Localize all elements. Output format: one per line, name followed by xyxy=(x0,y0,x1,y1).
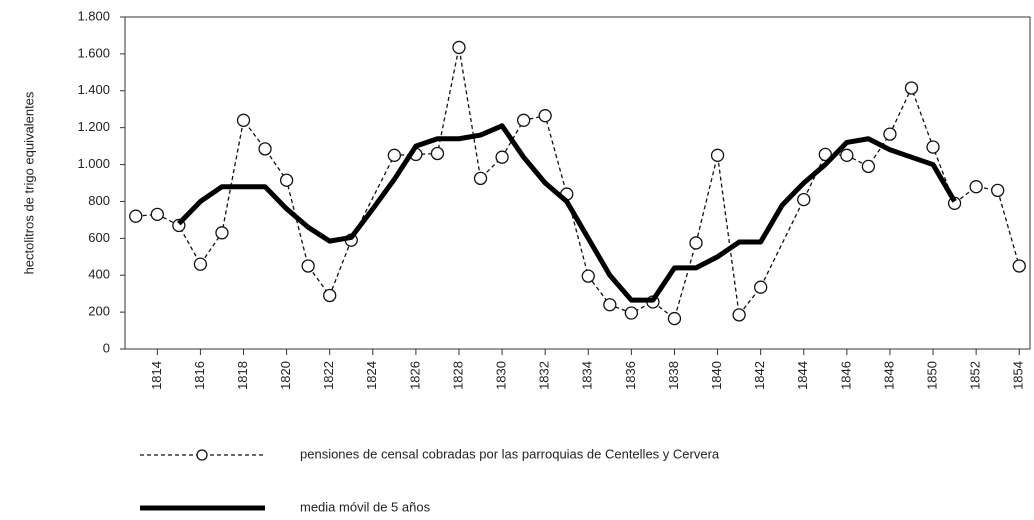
data-point xyxy=(473,171,488,186)
data-point xyxy=(840,148,854,162)
x-tick-label: 1832 xyxy=(537,361,552,390)
data-point xyxy=(581,269,595,283)
data-point xyxy=(603,298,617,312)
x-tick-label: 1850 xyxy=(924,361,939,390)
series-line xyxy=(177,123,957,303)
data-point xyxy=(129,209,143,223)
legend-marker xyxy=(196,449,208,461)
data-point xyxy=(732,308,746,322)
data-point xyxy=(754,280,768,294)
data-point xyxy=(969,180,983,194)
x-tick-label: 1816 xyxy=(192,361,207,390)
x-tick-label: 1818 xyxy=(235,361,250,390)
data-point xyxy=(904,81,919,95)
x-tick-label: 1844 xyxy=(795,361,810,390)
x-tick-label: 1824 xyxy=(364,361,379,390)
data-point xyxy=(516,113,531,127)
x-tick-label: 1814 xyxy=(149,361,164,390)
data-point xyxy=(797,192,811,207)
x-tick-label: 1830 xyxy=(494,361,509,390)
data-point xyxy=(991,183,1005,198)
x-tick-label: 1822 xyxy=(321,361,336,390)
data-point xyxy=(150,207,164,222)
x-tick-label: 1836 xyxy=(623,361,638,390)
series-line xyxy=(135,46,1020,320)
data-point xyxy=(667,311,682,326)
x-tick-label: 1834 xyxy=(580,361,595,390)
y-tick-label: 800 xyxy=(88,193,110,208)
x-tick-label: 1854 xyxy=(1011,361,1026,390)
x-tick-label: 1852 xyxy=(968,361,983,390)
data-point xyxy=(301,259,315,273)
x-tick-label: 1838 xyxy=(666,361,681,390)
data-point xyxy=(430,146,445,161)
data-point xyxy=(387,148,401,162)
data-point xyxy=(883,127,897,141)
x-tick-label: 1848 xyxy=(881,361,896,390)
y-tick-label: 1.400 xyxy=(77,82,110,97)
data-point xyxy=(323,288,337,303)
legend-label: media móvil de 5 años xyxy=(300,499,431,514)
y-tick-label: 600 xyxy=(88,230,110,245)
legend-label: pensiones de censal cobradas por las par… xyxy=(300,446,720,461)
data-point xyxy=(279,173,294,187)
data-point xyxy=(689,236,703,250)
plot-frame xyxy=(124,16,1031,350)
data-point xyxy=(710,148,725,162)
y-tick-label: 1.800 xyxy=(77,8,110,23)
y-tick-label: 1.600 xyxy=(77,45,110,60)
y-axis-label: hectolitros de trigo equivalentes xyxy=(21,91,36,274)
data-point xyxy=(236,113,251,127)
x-tick-label: 1842 xyxy=(752,361,767,390)
data-point xyxy=(1012,259,1026,273)
data-point xyxy=(495,150,509,164)
x-tick-label: 1840 xyxy=(709,361,724,390)
y-tick-label: 1.000 xyxy=(77,156,110,171)
data-point xyxy=(926,140,940,154)
data-point xyxy=(452,40,466,55)
data-point xyxy=(193,257,208,271)
data-point xyxy=(258,142,272,156)
data-point xyxy=(861,159,876,174)
x-tick-label: 1828 xyxy=(450,361,465,390)
data-point xyxy=(215,226,229,240)
x-tick-label: 1846 xyxy=(838,361,853,390)
data-point xyxy=(818,147,832,162)
y-tick-label: 400 xyxy=(88,267,110,282)
y-tick-label: 200 xyxy=(88,304,110,319)
data-point xyxy=(624,306,639,320)
data-point xyxy=(538,109,552,123)
y-tick-label: 1.200 xyxy=(77,119,110,134)
y-tick-label: 0 xyxy=(103,340,110,355)
x-tick-label: 1820 xyxy=(278,361,293,390)
x-tick-label: 1826 xyxy=(407,361,422,390)
